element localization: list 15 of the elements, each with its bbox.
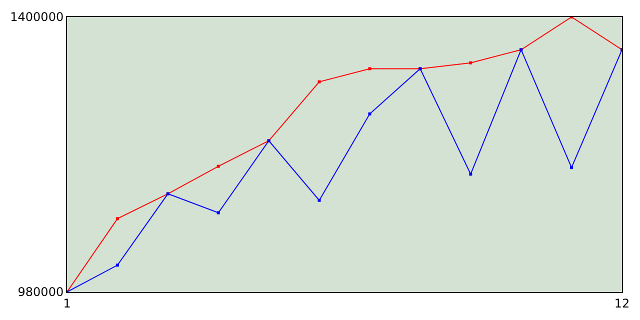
point — [469, 172, 472, 176]
point — [116, 264, 119, 267]
y-tick-label: 980000 — [18, 285, 64, 300]
x-tick-label: 1 — [63, 296, 71, 310]
point — [570, 166, 574, 170]
point — [368, 112, 372, 116]
point — [216, 164, 220, 168]
y-tick-label: 1400000 — [10, 10, 64, 24]
point — [318, 198, 321, 202]
point — [368, 67, 372, 70]
point — [469, 61, 472, 64]
x-tick-label: 12 — [614, 296, 630, 310]
point — [116, 217, 119, 220]
point — [318, 80, 321, 84]
point — [216, 211, 220, 214]
